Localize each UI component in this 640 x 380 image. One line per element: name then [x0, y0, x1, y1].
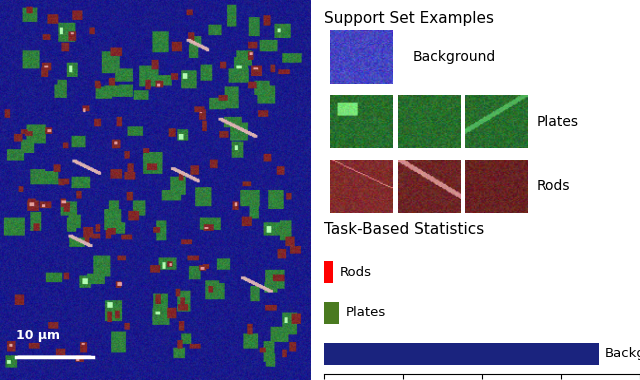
Text: Rods: Rods [536, 179, 570, 193]
Text: 10 μm: 10 μm [15, 329, 60, 342]
Text: Support Set Examples: Support Set Examples [324, 11, 493, 26]
Text: Plates: Plates [536, 115, 578, 128]
Text: Task-Based Statistics: Task-Based Statistics [324, 222, 484, 237]
Text: Background: Background [413, 50, 496, 64]
